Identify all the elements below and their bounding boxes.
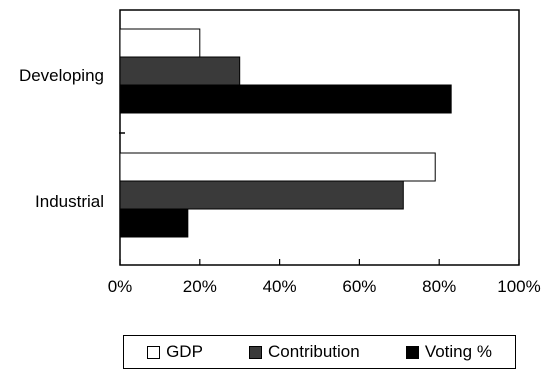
legend-label-voting: Voting % (424, 342, 492, 361)
bar-voting-developing (119, 84, 452, 114)
legend-swatch-gdp (147, 345, 161, 359)
legend-item-gdp: GDP (147, 342, 203, 362)
x-tick-label: 100% (497, 277, 540, 296)
legend-label-gdp: GDP (166, 342, 203, 361)
legend-label-contribution: Contribution (268, 342, 360, 361)
legend-item-voting: Voting % (405, 342, 492, 362)
bar-contribution-developing (119, 56, 241, 86)
x-tick-label: 60% (342, 277, 376, 296)
bar-gdp-developing (119, 28, 201, 58)
legend: GDP Contribution Voting % (123, 335, 516, 369)
bar-gdp-industrial (119, 152, 436, 182)
legend-item-contribution: Contribution (249, 342, 360, 362)
bar-chart: 0% 20% 40% 60% 80% 100% Developing Industrial (19, 9, 541, 296)
bar-contribution-industrial (119, 180, 404, 210)
x-tick-label: 20% (183, 277, 217, 296)
x-tick-label: 40% (263, 277, 297, 296)
category-label-developing: Developing (19, 66, 104, 85)
bar-voting-industrial (119, 208, 189, 238)
legend-swatch-voting (405, 345, 419, 359)
x-tick-label: 80% (422, 277, 456, 296)
x-tick-label: 0% (108, 277, 133, 296)
legend-swatch-contribution (249, 345, 263, 359)
category-label-industrial: Industrial (35, 192, 104, 211)
